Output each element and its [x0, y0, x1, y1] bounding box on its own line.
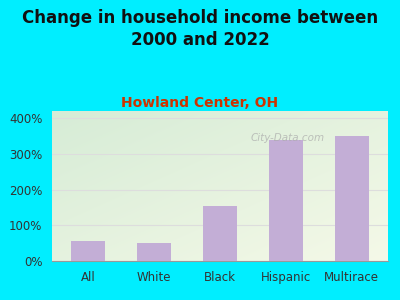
- Bar: [203, 206, 237, 261]
- Bar: [137, 243, 171, 261]
- Text: City-Data.com: City-Data.com: [250, 133, 324, 143]
- Bar: [71, 242, 105, 261]
- Text: Change in household income between
2000 and 2022: Change in household income between 2000 …: [22, 9, 378, 49]
- Bar: [335, 136, 369, 261]
- Bar: [269, 140, 303, 261]
- Text: Howland Center, OH: Howland Center, OH: [122, 96, 278, 110]
